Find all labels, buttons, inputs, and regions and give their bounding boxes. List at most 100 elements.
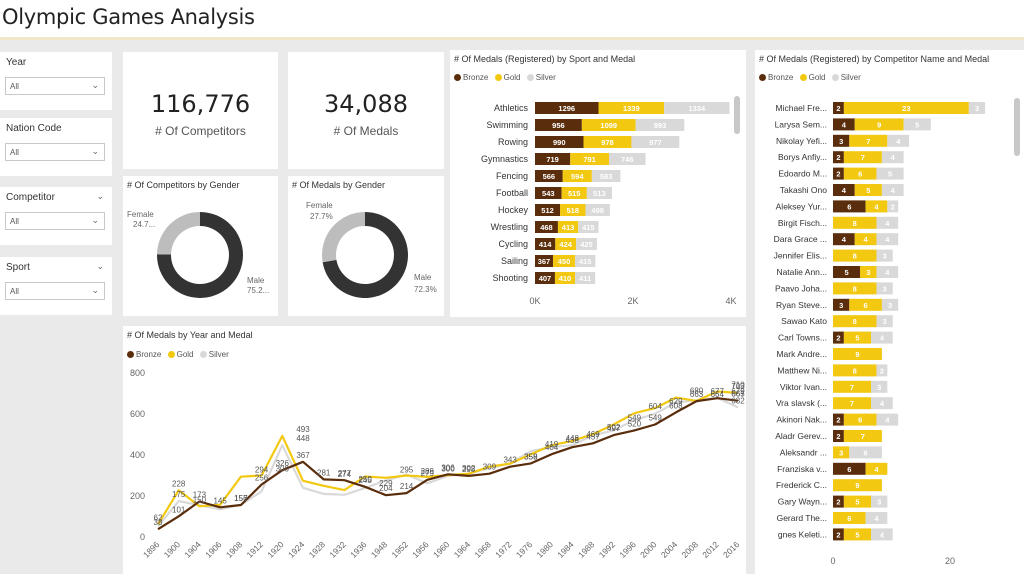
chart-medals-by-year[interactable]: # Of Medals by Year and Medal Bronze Gol… <box>123 326 746 574</box>
bar-silver[interactable] <box>876 413 899 426</box>
bar-silver[interactable] <box>865 512 888 524</box>
bar-gold[interactable] <box>843 430 882 442</box>
bar-bronze[interactable] <box>833 266 861 278</box>
bar-bronze[interactable] <box>833 413 844 426</box>
bar-gold[interactable] <box>843 102 969 114</box>
bar-gold[interactable] <box>833 446 850 459</box>
bar-bronze[interactable] <box>535 136 584 148</box>
bar-gold[interactable] <box>854 233 877 246</box>
bar-gold[interactable] <box>833 479 882 492</box>
bar-silver[interactable] <box>575 272 596 284</box>
slicer-dropdown[interactable]: All ⌄ <box>5 143 105 161</box>
bar-silver[interactable] <box>871 380 888 393</box>
scrollbar[interactable] <box>734 96 740 134</box>
bar-bronze[interactable] <box>833 462 866 475</box>
bar-gold[interactable] <box>865 462 888 475</box>
bar-bronze[interactable] <box>833 495 844 508</box>
bar-silver[interactable] <box>876 233 899 246</box>
bar-gold[interactable] <box>854 118 904 131</box>
bar-silver[interactable] <box>876 315 893 328</box>
bar-silver[interactable] <box>876 216 899 229</box>
bar-gold[interactable] <box>843 528 872 541</box>
bar-bronze[interactable] <box>833 151 844 164</box>
bar-gold[interactable] <box>860 266 877 278</box>
bar-bronze[interactable] <box>535 102 599 114</box>
bar-silver[interactable] <box>876 167 904 180</box>
bar-silver[interactable] <box>578 221 599 233</box>
bar-gold[interactable] <box>849 134 888 147</box>
bar-silver[interactable] <box>586 187 612 199</box>
bar-bronze[interactable] <box>833 118 855 131</box>
bar-bronze[interactable] <box>833 528 844 541</box>
bar-bronze[interactable] <box>833 184 855 196</box>
bar-gold[interactable] <box>833 397 872 410</box>
bar-silver[interactable] <box>576 238 597 250</box>
slicer-dropdown[interactable]: All ⌄ <box>5 282 105 300</box>
bar-gold[interactable] <box>583 136 632 148</box>
chevron-down-icon[interactable]: ⌄ <box>96 191 104 201</box>
bar-silver[interactable] <box>871 528 893 541</box>
bar-gold[interactable] <box>581 119 636 131</box>
bar-bronze[interactable] <box>535 255 553 267</box>
bar-gold[interactable] <box>555 238 577 250</box>
bar-bronze[interactable] <box>833 200 866 213</box>
bar-silver[interactable] <box>876 249 893 262</box>
slicer-sport[interactable]: Sport ⌄ All ⌄ <box>0 257 112 315</box>
bar-silver[interactable] <box>871 331 893 344</box>
bar-gold[interactable] <box>865 200 888 213</box>
bar-silver[interactable] <box>591 170 621 182</box>
slicer-year[interactable]: Year All ⌄ <box>0 52 112 110</box>
bar-bronze[interactable] <box>535 221 558 233</box>
bar-silver[interactable] <box>903 118 931 131</box>
bar-gold[interactable] <box>843 151 882 164</box>
chevron-down-icon[interactable]: ⌄ <box>91 80 99 90</box>
bar-silver[interactable] <box>887 200 899 213</box>
bar-gold[interactable] <box>843 331 872 344</box>
bar-silver[interactable] <box>631 136 680 148</box>
bar-silver[interactable] <box>876 266 899 278</box>
bar-gold[interactable] <box>843 413 877 426</box>
bar-silver[interactable] <box>585 204 610 216</box>
slicer-dropdown[interactable]: All ⌄ <box>5 77 105 95</box>
chart-medals-by-competitor[interactable]: # Of Medals (Registered) by Competitor N… <box>755 50 1024 574</box>
bar-gold[interactable] <box>833 282 877 295</box>
bar-gold[interactable] <box>833 380 872 393</box>
chart-medals-by-sport[interactable]: # Of Medals (Registered) by Sport and Me… <box>450 50 746 317</box>
bar-bronze[interactable] <box>833 233 855 246</box>
scrollbar[interactable] <box>1014 98 1020 156</box>
bar-gold[interactable] <box>833 512 866 524</box>
bar-gold[interactable] <box>843 167 877 180</box>
bar-bronze[interactable] <box>833 430 844 442</box>
bar-bronze[interactable] <box>535 204 561 216</box>
bar-bronze[interactable] <box>535 119 582 131</box>
bar-gold[interactable] <box>570 153 609 165</box>
bar-silver[interactable] <box>887 134 910 147</box>
bar-bronze[interactable] <box>535 238 556 250</box>
chevron-down-icon[interactable]: ⌄ <box>91 146 99 156</box>
bar-silver[interactable] <box>968 102 986 114</box>
bar-gold[interactable] <box>854 184 882 196</box>
bar-bronze[interactable] <box>535 153 571 165</box>
slicer-dropdown[interactable]: All ⌄ <box>5 212 105 230</box>
chart-competitors-by-gender[interactable]: # Of Competitors by Gender Female 24.7..… <box>123 176 278 316</box>
chevron-down-icon[interactable]: ⌄ <box>91 215 99 225</box>
bar-silver[interactable] <box>849 446 882 459</box>
bar-gold[interactable] <box>552 255 576 267</box>
bar-silver[interactable] <box>664 102 730 114</box>
bar-silver[interactable] <box>881 298 899 311</box>
bar-bronze[interactable] <box>833 102 844 114</box>
bar-silver[interactable] <box>635 119 685 131</box>
line-gold[interactable] <box>157 390 739 525</box>
slicer-nation-code[interactable]: Nation Code All ⌄ <box>0 118 112 176</box>
bar-silver[interactable] <box>871 495 888 508</box>
bar-silver[interactable] <box>881 151 904 164</box>
bar-silver[interactable] <box>575 255 596 267</box>
bar-bronze[interactable] <box>833 134 850 147</box>
bar-gold[interactable] <box>833 216 877 229</box>
bar-bronze[interactable] <box>833 331 844 344</box>
bar-bronze[interactable] <box>535 170 563 182</box>
bar-silver[interactable] <box>876 364 888 377</box>
bar-silver[interactable] <box>876 282 893 295</box>
bar-silver[interactable] <box>881 184 904 196</box>
bar-silver[interactable] <box>608 153 646 165</box>
